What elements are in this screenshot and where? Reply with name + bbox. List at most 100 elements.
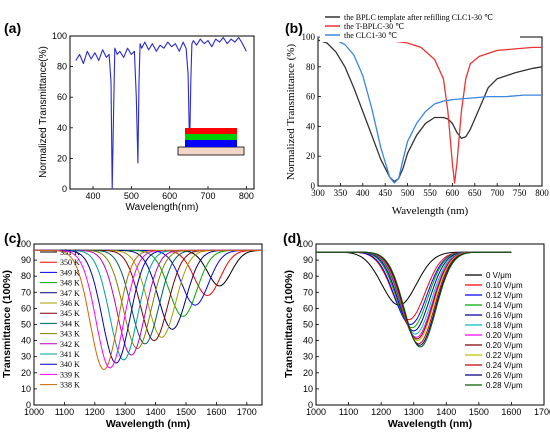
series-line: [317, 36, 542, 184]
x-tick-label: 500: [401, 188, 415, 198]
y-tick-label: 20: [303, 368, 313, 378]
y-tick-label: 20: [306, 151, 316, 161]
x-tick-label: 700: [200, 191, 215, 201]
legend-label: 0.18 V/μm: [486, 321, 523, 330]
y-tick-label: 0: [308, 400, 313, 410]
y-tick-label: 40: [57, 123, 67, 133]
y-tick-label: 100: [16, 239, 31, 249]
y-tick-label: 80: [306, 62, 316, 72]
series-line: [316, 251, 512, 348]
x-axis-label-b: Wavelength (nm): [392, 205, 469, 217]
x-tick-label: 1100: [55, 407, 74, 417]
y-tick-label: 90: [303, 255, 313, 265]
y-ticks-d: 0 10 20 30 40 50 60 70 80 90 100: [298, 239, 319, 410]
panel-b: (b) 300 350 400 450 500 550 600 650 700 750 800 0 2…: [285, 12, 549, 217]
y-axis-label-a: Normalized Transmittance(%): [38, 46, 49, 178]
legend-box-b: [320, 12, 520, 42]
y-tick-label: 40: [303, 336, 313, 346]
x-tick-label: 600: [162, 191, 177, 201]
x-tick-label: 1500: [469, 407, 489, 417]
legend-label: 0.20 V/μm: [486, 331, 523, 340]
series-line: [34, 249, 262, 371]
legend-label: 0.12 V/μm: [486, 291, 523, 300]
x-axis-label-c: Wavelength (nm): [106, 418, 190, 430]
legend-label: 342 K: [60, 340, 80, 349]
x-ticks-a: 400 500 600 700 800: [85, 186, 254, 201]
legend-label: 341 K: [60, 350, 80, 359]
legend-label: 339 K: [60, 370, 80, 379]
y-axis-label-d: Transmittance (100%): [283, 270, 295, 378]
legend-b: the BPLC template after refilling CLC1-3…: [320, 12, 520, 42]
y-tick-label: 10: [21, 384, 31, 394]
y-tick-label: 50: [21, 320, 31, 330]
legend-label: the T-BPLC-30 ℃: [344, 22, 404, 31]
x-tick-label: 1100: [339, 407, 358, 417]
y-tick-label: 100: [302, 32, 316, 42]
series-d: [316, 251, 512, 348]
y-tick-label: 40: [306, 121, 316, 131]
legend-label: 350 K: [60, 258, 80, 267]
panel-a: (a) 400 500 600 700 800 0 20 40 60 80 100 Wavelen…: [4, 20, 255, 213]
inset-layers-a: [177, 128, 245, 156]
series-c: [34, 249, 262, 371]
x-tick-label: 800: [535, 188, 549, 198]
legend-label: 338 K: [60, 381, 80, 390]
x-tick-label: 400: [85, 191, 100, 201]
y-tick-label: 60: [306, 92, 316, 102]
panel-label-a: (a): [4, 20, 21, 36]
y-tick-label: 50: [303, 320, 313, 330]
x-tick-label: 1600: [206, 407, 226, 417]
y-tick-label: 0: [311, 181, 316, 191]
legend-label: 349 K: [60, 268, 80, 277]
x-tick-label: 1300: [404, 407, 424, 417]
x-tick-label: 1500: [176, 407, 196, 417]
legend-label: 346 K: [60, 299, 80, 308]
legend-label: 343 K: [60, 330, 80, 339]
y-tick-label: 60: [57, 92, 67, 102]
inset-layer-red: [185, 128, 237, 134]
x-tick-label: 1400: [436, 407, 456, 417]
legend-label: 351 K: [60, 248, 80, 257]
x-tick-label: 1200: [371, 407, 391, 417]
legend-label: 0.26 V/μm: [486, 371, 523, 380]
y-tick-label: 0: [26, 400, 31, 410]
x-tick-label: 1700: [534, 407, 550, 417]
y-tick-label: 60: [303, 303, 313, 313]
series-line: [317, 39, 543, 183]
panel-label-c: (c): [4, 230, 21, 246]
legend-label: 344 K: [60, 319, 80, 328]
y-tick-label: 0: [62, 184, 67, 194]
y-tick-label: 80: [303, 271, 313, 281]
y-tick-label: 100: [52, 31, 67, 41]
y-axis-label-c: Transmittance (100%): [1, 270, 13, 378]
y-tick-label: 80: [21, 271, 31, 281]
plot-frame-a: [69, 35, 255, 190]
inset-substrate: [177, 146, 245, 156]
legend-label: 0.22 V/μm: [486, 351, 523, 360]
series-a: [75, 36, 247, 190]
x-tick-label: 500: [124, 191, 139, 201]
x-tick-label: 800: [239, 191, 254, 201]
x-ticks-c: 1000 1100 1200 1300 1400 1500 1600 1700: [24, 402, 257, 417]
x-tick-label: 1200: [85, 407, 105, 417]
y-tick-label: 70: [21, 287, 31, 297]
x-tick-label: 1700: [237, 407, 257, 417]
legend-label: 348 K: [60, 279, 80, 288]
x-tick-label: 300: [311, 188, 325, 198]
legend-label: 0.16 V/μm: [486, 311, 523, 320]
x-tick-label: 600: [446, 188, 460, 198]
y-tick-label: 30: [303, 352, 313, 362]
y-tick-label: 70: [303, 287, 313, 297]
legend-label: 345 K: [60, 309, 80, 318]
y-tick-label: 20: [57, 153, 67, 163]
inset-layer-green: [185, 134, 237, 140]
y-tick-label: 90: [21, 255, 31, 265]
legend-label: the CLC1-30 ℃: [344, 31, 397, 40]
x-tick-label: 750: [513, 188, 527, 198]
x-tick-label: 650: [468, 188, 482, 198]
legend-label: 347 K: [60, 289, 80, 298]
legend-label: the BPLC template after refilling CLC1-3…: [344, 13, 493, 22]
y-tick-label: 40: [21, 336, 31, 346]
